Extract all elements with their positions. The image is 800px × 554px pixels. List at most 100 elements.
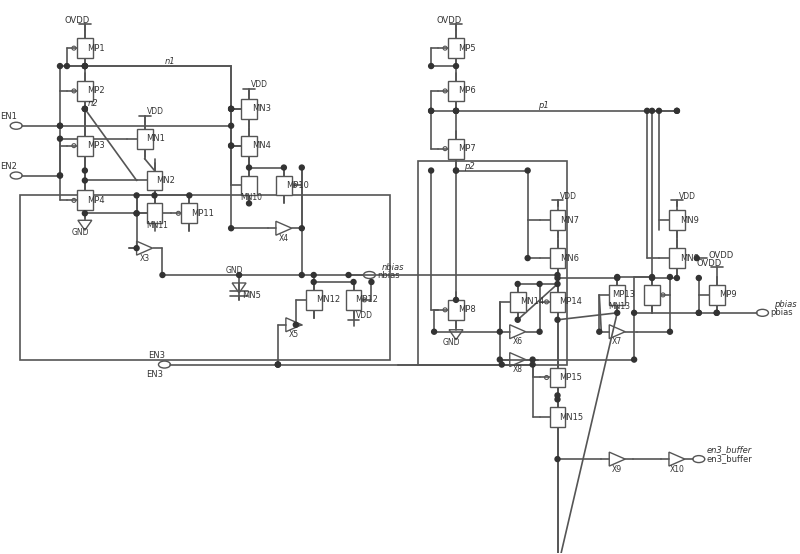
Circle shape bbox=[58, 124, 62, 128]
Bar bbox=[276, 176, 292, 196]
Circle shape bbox=[555, 275, 560, 280]
Circle shape bbox=[275, 362, 280, 367]
Circle shape bbox=[614, 275, 620, 279]
Text: MN7: MN7 bbox=[561, 216, 579, 225]
Text: MN5: MN5 bbox=[242, 291, 261, 300]
Circle shape bbox=[429, 64, 434, 69]
Bar bbox=[146, 203, 162, 223]
Text: MP1: MP1 bbox=[87, 44, 105, 53]
Circle shape bbox=[454, 168, 458, 173]
Bar bbox=[669, 248, 685, 268]
Circle shape bbox=[429, 168, 434, 173]
Text: MN9: MN9 bbox=[680, 216, 698, 225]
Text: pbias: pbias bbox=[770, 309, 793, 317]
Circle shape bbox=[299, 226, 304, 230]
Circle shape bbox=[187, 193, 192, 198]
Text: X8: X8 bbox=[513, 365, 522, 374]
Text: MN4: MN4 bbox=[252, 141, 271, 150]
Circle shape bbox=[346, 273, 351, 278]
Text: MP11: MP11 bbox=[191, 209, 214, 218]
Circle shape bbox=[82, 106, 87, 111]
Text: MP3: MP3 bbox=[87, 141, 105, 150]
Text: MP5: MP5 bbox=[458, 44, 476, 53]
Circle shape bbox=[499, 362, 504, 367]
Bar bbox=[77, 136, 93, 156]
Text: MP4: MP4 bbox=[87, 196, 105, 205]
Circle shape bbox=[229, 106, 234, 111]
Circle shape bbox=[229, 226, 234, 230]
Text: GND: GND bbox=[71, 228, 89, 237]
Circle shape bbox=[229, 143, 234, 148]
Bar bbox=[182, 203, 198, 223]
Circle shape bbox=[650, 275, 654, 279]
Circle shape bbox=[696, 310, 702, 315]
Text: MP14: MP14 bbox=[559, 297, 582, 306]
Text: X5: X5 bbox=[289, 330, 299, 339]
Circle shape bbox=[650, 109, 654, 114]
Circle shape bbox=[714, 310, 719, 315]
Text: nbias: nbias bbox=[382, 263, 404, 271]
Bar bbox=[510, 292, 526, 312]
Circle shape bbox=[525, 168, 530, 173]
Circle shape bbox=[134, 211, 139, 216]
Bar bbox=[448, 38, 464, 58]
Circle shape bbox=[454, 297, 458, 302]
Circle shape bbox=[82, 178, 87, 183]
Circle shape bbox=[229, 143, 234, 148]
Circle shape bbox=[555, 317, 560, 322]
Circle shape bbox=[134, 211, 139, 216]
Circle shape bbox=[82, 64, 87, 69]
Bar bbox=[146, 171, 162, 191]
Text: X6: X6 bbox=[513, 337, 522, 346]
Text: X9: X9 bbox=[612, 465, 622, 474]
Circle shape bbox=[82, 64, 87, 69]
Text: MP15: MP15 bbox=[559, 373, 582, 382]
Circle shape bbox=[311, 279, 316, 284]
Circle shape bbox=[498, 357, 502, 362]
Text: VDD: VDD bbox=[559, 192, 577, 201]
Circle shape bbox=[237, 273, 242, 278]
Circle shape bbox=[454, 109, 458, 114]
Text: MN15: MN15 bbox=[559, 413, 584, 422]
Bar bbox=[448, 81, 464, 101]
Bar bbox=[241, 136, 257, 156]
Circle shape bbox=[555, 393, 560, 398]
Bar bbox=[20, 196, 390, 360]
Text: VDD: VDD bbox=[146, 107, 163, 116]
Circle shape bbox=[674, 109, 679, 114]
Circle shape bbox=[58, 173, 62, 178]
Bar bbox=[448, 138, 464, 158]
Circle shape bbox=[82, 106, 87, 111]
Circle shape bbox=[454, 109, 458, 114]
Circle shape bbox=[597, 329, 602, 334]
Circle shape bbox=[65, 64, 70, 69]
Text: X3: X3 bbox=[139, 254, 150, 263]
Circle shape bbox=[134, 245, 139, 250]
Circle shape bbox=[369, 279, 374, 284]
Circle shape bbox=[432, 329, 437, 334]
Text: MP6: MP6 bbox=[458, 86, 476, 95]
Bar bbox=[550, 211, 566, 230]
Bar bbox=[77, 38, 93, 58]
Text: en3_buffer: en3_buffer bbox=[706, 445, 752, 454]
Text: VDD: VDD bbox=[251, 80, 268, 89]
Circle shape bbox=[82, 106, 87, 111]
Bar bbox=[669, 211, 685, 230]
Text: MN2: MN2 bbox=[157, 176, 175, 185]
Circle shape bbox=[229, 124, 234, 128]
Circle shape bbox=[311, 273, 316, 278]
Text: MN12: MN12 bbox=[316, 295, 340, 304]
Text: p2: p2 bbox=[464, 162, 474, 171]
Circle shape bbox=[537, 329, 542, 334]
Text: EN1: EN1 bbox=[0, 112, 17, 121]
Circle shape bbox=[667, 275, 673, 279]
Circle shape bbox=[82, 64, 87, 69]
Circle shape bbox=[650, 275, 654, 280]
Text: MN3: MN3 bbox=[252, 104, 271, 114]
Circle shape bbox=[674, 109, 679, 114]
Circle shape bbox=[429, 109, 434, 114]
Text: MP7: MP7 bbox=[458, 144, 476, 153]
Circle shape bbox=[229, 106, 234, 111]
Circle shape bbox=[515, 317, 520, 322]
Text: MP2: MP2 bbox=[87, 86, 105, 95]
